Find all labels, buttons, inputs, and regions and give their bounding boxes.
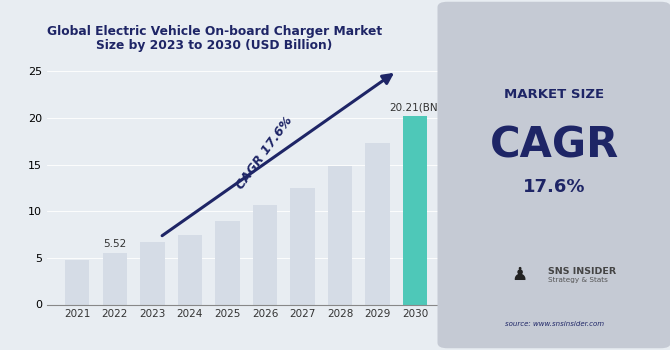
Bar (65, 260, 89, 304)
Bar (403, 116, 427, 304)
Bar (215, 222, 240, 304)
Text: Global Electric Vehicle On-board Charger Market
Size by 2023 to 2030 (USD Billio: Global Electric Vehicle On-board Charger… (47, 25, 382, 52)
Text: 20.21(BN): 20.21(BN) (389, 102, 442, 112)
Bar (178, 234, 202, 304)
Bar (253, 205, 277, 304)
Bar (140, 242, 165, 304)
Text: 5.52: 5.52 (103, 239, 127, 249)
Text: ♟: ♟ (511, 266, 527, 284)
Bar (328, 166, 352, 304)
Bar (290, 188, 315, 304)
Text: Strategy & Stats: Strategy & Stats (548, 277, 608, 283)
Bar (103, 253, 127, 304)
Text: 17.6%: 17.6% (523, 178, 586, 196)
Text: MARKET SIZE: MARKET SIZE (504, 88, 604, 101)
Text: source: www.snsinsider.com: source: www.snsinsider.com (505, 321, 604, 327)
Bar (365, 143, 390, 304)
Text: SNS INSIDER: SNS INSIDER (548, 267, 616, 276)
Text: CAGR 17.6%: CAGR 17.6% (234, 114, 295, 192)
Text: CAGR: CAGR (490, 124, 618, 166)
